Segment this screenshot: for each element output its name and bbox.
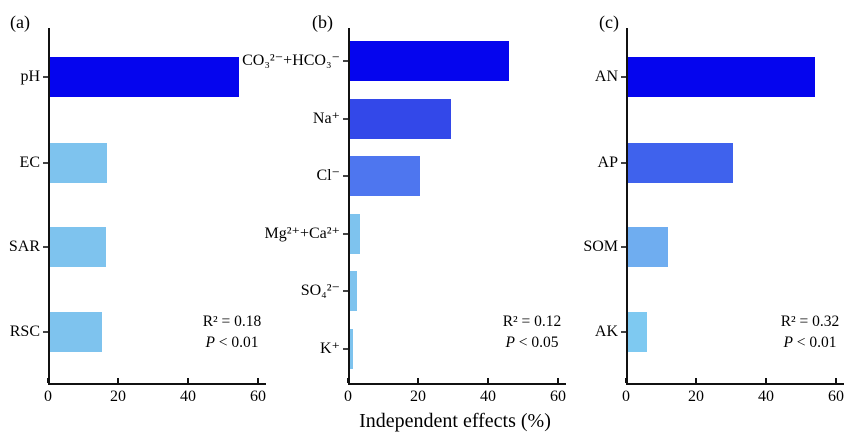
category-tick [621,331,626,333]
x-axis-tick [187,378,189,384]
x-axis-line [348,383,566,385]
bar [49,143,108,183]
x-tick-label: 40 [180,388,196,405]
category-label: AK [594,323,618,340]
stats-annotation: R² = 0.32 P < 0.01 [754,311,865,353]
stats-p-symbol: P [505,334,515,351]
bar [349,156,420,196]
x-tick-label: 0 [344,388,352,405]
x-tick-label: 60 [250,388,266,405]
category-label: CO₃²⁻+HCO₃⁻ [242,52,340,69]
bar [49,227,106,267]
x-axis-tick [835,378,837,384]
x-axis-line [626,383,844,385]
bar [349,329,354,369]
x-tick-label: 20 [688,388,704,405]
y-axis-line [348,28,350,385]
x-axis-tick [625,378,627,384]
category-label: SO₄²⁻ [300,282,340,299]
category-label: pH [20,68,40,85]
category-tick [343,290,348,292]
category-tick [43,331,48,333]
stats-p: P < 0.01 [205,334,259,351]
bar [349,214,361,254]
category-tick [621,162,626,164]
x-axis-tick [347,378,349,384]
stats-annotation: R² = 0.12 P < 0.05 [476,311,588,353]
category-label: SOM [583,238,618,255]
panel-b-plot: 0 20 40 60 CO₃²⁻+HCO₃⁻ Na⁺ Cl⁻ Mg²⁺+Ca²⁺ SO₄²⁻ K⁺… [242,28,566,405]
bar [627,227,668,267]
x-tick-label: 60 [550,388,566,405]
x-tick-label: 60 [828,388,844,405]
bar [349,271,357,311]
x-axis-tick [487,378,489,384]
category-label: EC [19,154,40,171]
x-axis-line [48,383,266,385]
category-label: Cl⁻ [316,167,340,184]
category-tick [43,246,48,248]
x-axis-tick [417,378,419,384]
stats-p: P < 0.01 [783,334,837,351]
x-axis-tick [257,378,259,384]
x-axis-tick [117,378,119,384]
category-label: AN [594,68,618,85]
stats-p-symbol: P [205,334,215,351]
x-tick-label: 20 [110,388,126,405]
category-label: RSC [9,323,40,340]
x-tick-label: 0 [622,388,630,405]
category-tick [621,246,626,248]
y-axis-line [48,28,50,385]
category-tick [621,76,626,78]
category-tick [43,76,48,78]
category-tick [343,348,348,350]
x-tick-label: 0 [44,388,52,405]
panel-letter-c: (c) [599,12,619,32]
x-tick-label: 40 [758,388,774,405]
panel-letter-b: (b) [312,12,333,32]
bar [349,99,452,139]
bar [627,143,733,183]
category-tick [343,175,348,177]
bar [49,57,239,97]
category-tick [343,118,348,120]
bar [627,57,815,97]
stats-r2: R² = 0.12 [502,313,562,330]
category-tick [43,162,48,164]
category-label: Mg²⁺+Ca²⁺ [264,225,340,242]
x-axis-tick [765,378,767,384]
category-tick [343,60,348,62]
panel-letter-a: (a) [10,12,30,32]
stats-r2: R² = 0.32 [780,313,840,330]
x-axis-tick [47,378,49,384]
stats-p-symbol: P [783,334,793,351]
stats-annotation: R² = 0.18 P < 0.01 [176,311,288,353]
x-axis-title: Independent effects (%) [359,410,551,432]
bar [49,312,103,352]
x-tick-label: 20 [410,388,426,405]
x-tick-label: 40 [480,388,496,405]
category-label: Na⁺ [312,110,340,127]
x-axis-tick [557,378,559,384]
category-tick [343,233,348,235]
category-label: K⁺ [320,340,340,357]
bar [349,41,509,81]
bar [627,312,647,352]
category-label: SAR [8,238,40,255]
panel-a-plot: 0 20 40 60 pH EC SAR RSC R² = 0.18 P < 0.01 [9,28,266,405]
stats-r2: R² = 0.18 [202,313,262,330]
stats-p: P < 0.05 [505,334,559,351]
category-label: AP [597,154,618,171]
y-axis-line [626,28,628,385]
panel-c-plot: 0 20 40 60 AN AP SOM AK R² = 0.32 P < 0.01 [583,28,844,405]
x-axis-tick [695,378,697,384]
